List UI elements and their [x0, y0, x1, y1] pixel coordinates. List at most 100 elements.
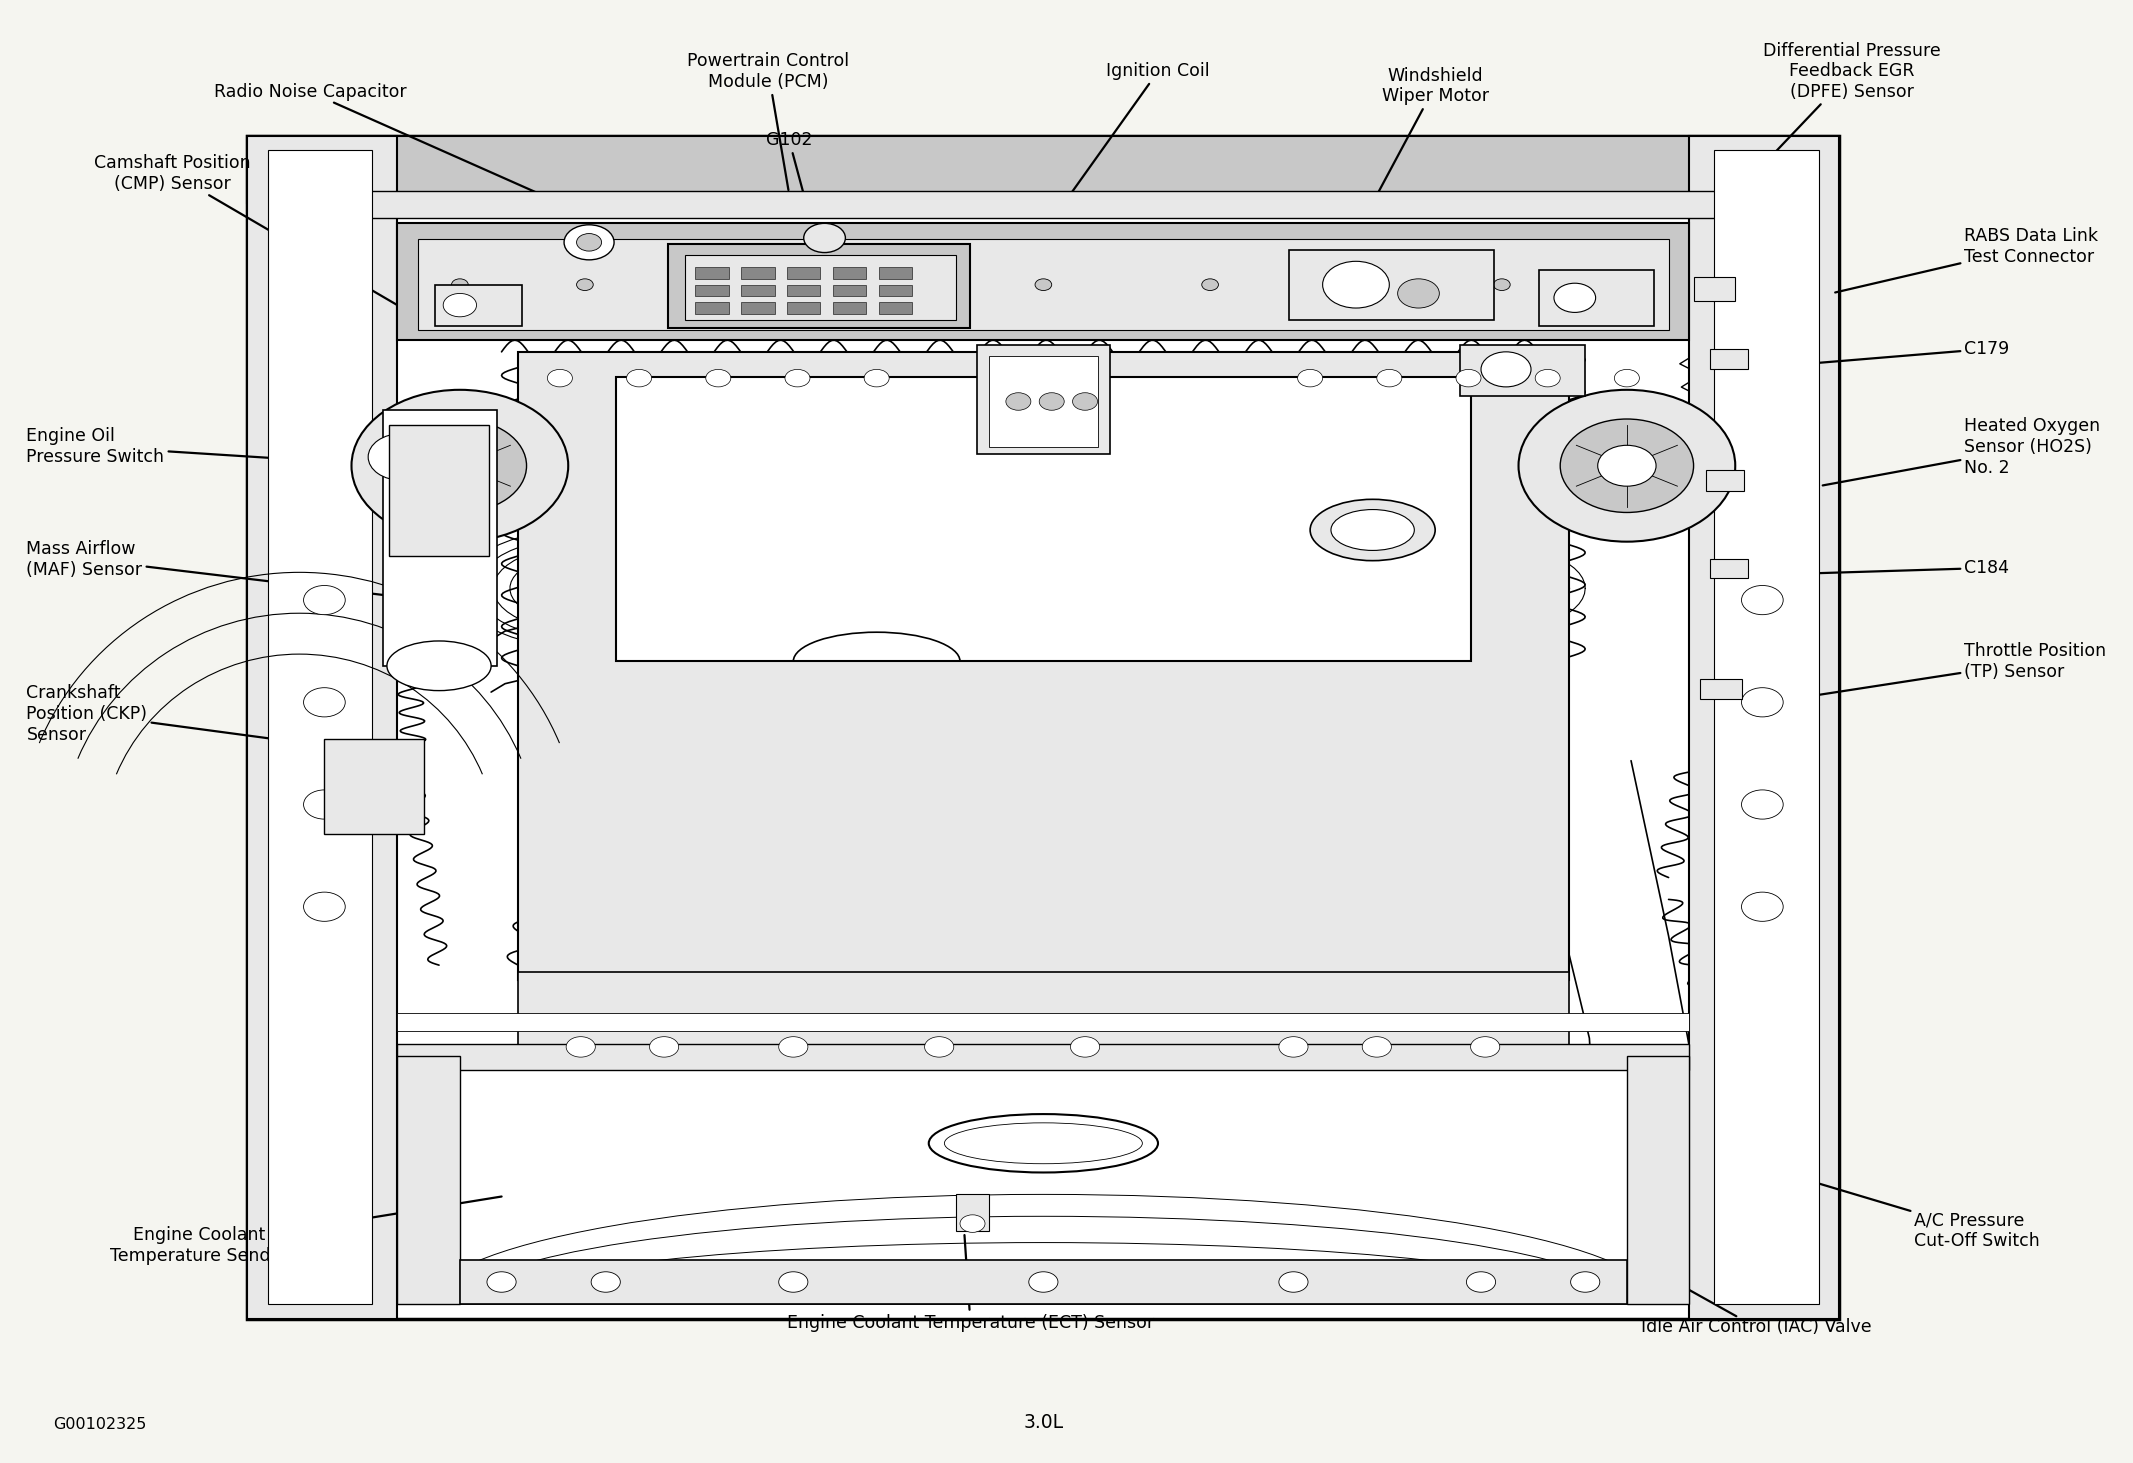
- Circle shape: [565, 1037, 595, 1058]
- Circle shape: [1493, 279, 1510, 291]
- Circle shape: [785, 369, 811, 386]
- Circle shape: [627, 369, 651, 386]
- Bar: [787, 303, 821, 315]
- Bar: [1711, 348, 1747, 369]
- Bar: [787, 285, 821, 297]
- Circle shape: [1376, 369, 1401, 386]
- Bar: [1694, 278, 1736, 301]
- Circle shape: [486, 1271, 516, 1292]
- Circle shape: [1369, 279, 1384, 291]
- Bar: [740, 268, 774, 279]
- Text: Crankshaft
Position (CKP)
Sensor: Crankshaft Position (CKP) Sensor: [26, 685, 410, 758]
- Circle shape: [1480, 351, 1531, 386]
- Bar: [668, 244, 971, 329]
- Bar: [977, 345, 1109, 454]
- Circle shape: [1280, 1271, 1308, 1292]
- Circle shape: [706, 369, 732, 386]
- Circle shape: [779, 1271, 808, 1292]
- Circle shape: [576, 234, 602, 252]
- Circle shape: [1073, 392, 1098, 410]
- Circle shape: [369, 433, 435, 480]
- Ellipse shape: [1331, 509, 1414, 550]
- Circle shape: [563, 225, 614, 260]
- Circle shape: [1470, 1037, 1499, 1058]
- Bar: [1288, 250, 1493, 320]
- Bar: [616, 376, 1470, 661]
- Circle shape: [303, 688, 346, 717]
- Bar: [685, 256, 956, 320]
- Circle shape: [1741, 585, 1783, 614]
- Circle shape: [303, 585, 346, 614]
- Circle shape: [804, 224, 845, 253]
- Circle shape: [1741, 892, 1783, 922]
- Circle shape: [651, 1037, 678, 1058]
- Bar: [695, 268, 729, 279]
- Circle shape: [1570, 1271, 1600, 1292]
- Text: Camshaft Position
(CMP) Sensor: Camshaft Position (CMP) Sensor: [94, 154, 418, 317]
- Circle shape: [1519, 389, 1736, 541]
- Text: Mass Airflow
(MAF) Sensor: Mass Airflow (MAF) Sensor: [26, 540, 397, 597]
- Bar: [1461, 345, 1585, 395]
- Circle shape: [431, 445, 488, 486]
- Text: Idle Air Control (IAC) Valve: Idle Air Control (IAC) Valve: [1640, 1267, 1871, 1336]
- Circle shape: [1201, 279, 1218, 291]
- Bar: [1689, 136, 1839, 1318]
- Circle shape: [444, 294, 476, 317]
- Text: A/C Pressure
Cut-Off Switch: A/C Pressure Cut-Off Switch: [1766, 1167, 2041, 1251]
- Bar: [879, 285, 913, 297]
- Bar: [397, 1014, 1689, 1031]
- Text: Heated Oxygen
Sensor (HO2S)
No. 2: Heated Oxygen Sensor (HO2S) No. 2: [1824, 417, 2101, 486]
- Circle shape: [779, 1037, 808, 1058]
- Circle shape: [1615, 369, 1640, 386]
- Circle shape: [303, 790, 346, 819]
- Circle shape: [1741, 790, 1783, 819]
- Circle shape: [548, 369, 572, 386]
- Text: Engine Oil
Pressure Switch: Engine Oil Pressure Switch: [26, 427, 388, 467]
- Bar: [397, 1056, 461, 1304]
- Bar: [1627, 1056, 1689, 1304]
- Text: G00102325: G00102325: [53, 1418, 147, 1432]
- Bar: [990, 356, 1098, 446]
- Bar: [247, 136, 1839, 1318]
- Text: G102: G102: [766, 132, 813, 214]
- Circle shape: [1322, 262, 1389, 309]
- Bar: [418, 240, 1668, 331]
- Bar: [397, 1045, 1689, 1071]
- Circle shape: [1039, 392, 1064, 410]
- Bar: [518, 351, 1568, 980]
- Bar: [1540, 271, 1653, 326]
- Text: Engine Coolant
Temperature Sender: Engine Coolant Temperature Sender: [111, 1197, 501, 1265]
- Circle shape: [864, 369, 889, 386]
- Text: 3.0L: 3.0L: [1024, 1413, 1064, 1432]
- Bar: [247, 136, 397, 1318]
- Bar: [695, 285, 729, 297]
- Circle shape: [1457, 369, 1480, 386]
- Circle shape: [960, 1214, 985, 1232]
- Circle shape: [1071, 1037, 1101, 1058]
- Circle shape: [868, 279, 885, 291]
- Bar: [1711, 559, 1747, 578]
- Text: C184: C184: [1802, 559, 2009, 576]
- Circle shape: [1397, 279, 1440, 309]
- Ellipse shape: [945, 1122, 1143, 1163]
- Bar: [832, 303, 866, 315]
- Circle shape: [591, 1271, 621, 1292]
- Text: Powertrain Control
Module (PCM): Powertrain Control Module (PCM): [687, 53, 849, 190]
- Text: Radio Noise Capacitor: Radio Noise Capacitor: [213, 83, 557, 202]
- Bar: [397, 224, 1689, 341]
- Circle shape: [392, 418, 527, 512]
- Text: Windshield
Wiper Motor: Windshield Wiper Motor: [1374, 67, 1489, 199]
- Text: Ignition Coil: Ignition Coil: [1066, 63, 1209, 199]
- Bar: [832, 268, 866, 279]
- Circle shape: [1465, 1271, 1495, 1292]
- Bar: [461, 1260, 1627, 1304]
- Circle shape: [1741, 688, 1783, 717]
- Ellipse shape: [386, 641, 491, 691]
- Circle shape: [1598, 279, 1615, 291]
- Bar: [397, 1053, 1689, 1304]
- Ellipse shape: [1310, 499, 1436, 560]
- Circle shape: [1280, 1037, 1308, 1058]
- Text: RABS Data Link
Test Connector: RABS Data Link Test Connector: [1834, 227, 2099, 293]
- Circle shape: [1598, 445, 1655, 486]
- Text: Engine Coolant Temperature (ECT) Sensor: Engine Coolant Temperature (ECT) Sensor: [787, 1235, 1154, 1331]
